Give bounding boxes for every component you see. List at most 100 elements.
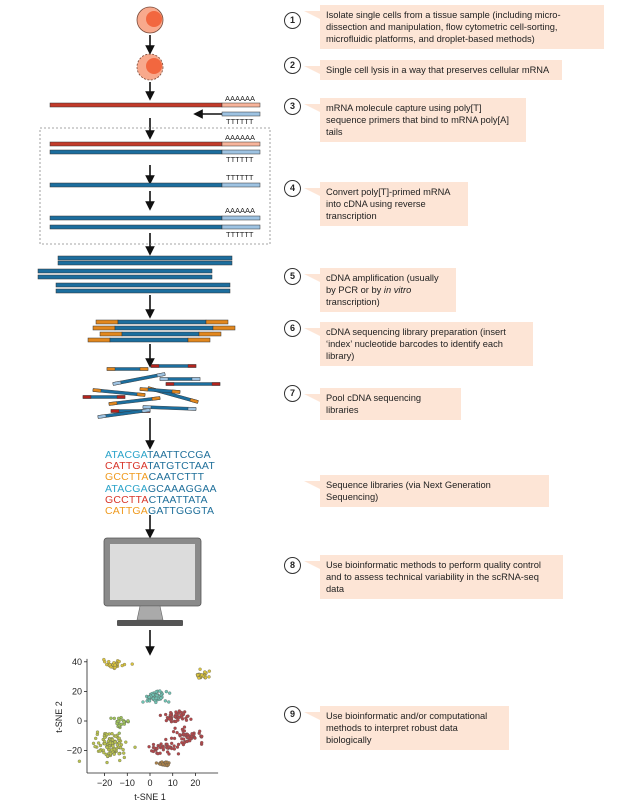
- data-point: [147, 695, 151, 699]
- data-point: [117, 736, 121, 740]
- barcode: [156, 372, 166, 378]
- barcode: [136, 392, 146, 397]
- data-point: [159, 696, 163, 700]
- text: cDNA amplification (usually by PCR or by: [326, 273, 439, 295]
- data-point: [154, 690, 158, 694]
- step-description: cDNA sequencing library preparation (ins…: [304, 322, 533, 366]
- data-point: [113, 740, 117, 744]
- amplified-cdna: [37, 274, 213, 280]
- data-point: [103, 735, 107, 740]
- strand: [49, 149, 223, 155]
- data-point: [120, 663, 124, 668]
- sequence-read: CATTGATATGTCTAAT: [105, 461, 217, 472]
- data-point: [188, 739, 192, 743]
- reverse-transcription-box: [39, 127, 271, 245]
- data-point: [108, 741, 112, 745]
- data-point: [171, 730, 176, 734]
- y-tick-label: 0: [77, 716, 82, 726]
- read-sequence: GCAAAGGAA: [147, 482, 217, 495]
- data-point: [200, 734, 204, 738]
- data-point: [155, 693, 159, 698]
- pooled-fragment: [165, 382, 221, 386]
- data-point: [103, 742, 107, 746]
- strand: [49, 182, 223, 188]
- barcode: [99, 331, 123, 337]
- strand: [49, 102, 223, 108]
- data-point: [184, 718, 189, 722]
- cdna: [121, 331, 200, 337]
- data-point: [164, 712, 168, 717]
- data-point: [155, 746, 159, 751]
- index-barcode: ATACGA: [105, 482, 148, 495]
- data-point: [112, 747, 117, 752]
- x-axis-label: t-SNE 1: [134, 792, 166, 802]
- data-point: [95, 730, 100, 734]
- data-point: [164, 689, 169, 694]
- step-number: 1: [284, 12, 301, 29]
- barcode: [151, 396, 161, 401]
- poly-t-label: TTTTTT: [226, 173, 254, 182]
- data-point: [93, 744, 97, 749]
- data-point: [112, 716, 116, 721]
- data-point: [174, 710, 178, 714]
- data-point: [118, 745, 123, 750]
- barcode: [165, 382, 175, 386]
- step-number: 8: [284, 557, 301, 574]
- data-point: [94, 736, 98, 741]
- pooled-fragment: [139, 387, 181, 394]
- step-number: 2: [284, 57, 301, 74]
- data-point: [108, 751, 113, 756]
- data-point: [175, 731, 179, 735]
- data-point: [111, 744, 115, 748]
- data-point: [170, 741, 174, 745]
- data-point: [91, 741, 96, 745]
- poly-t-primer: [221, 111, 261, 117]
- data-point: [172, 747, 177, 751]
- data-point: [207, 669, 211, 673]
- data-point: [96, 741, 101, 745]
- data-point: [158, 713, 163, 718]
- poly-a-label: AAAAAA: [225, 206, 255, 215]
- data-point: [147, 699, 152, 703]
- barcode: [92, 325, 116, 331]
- data-point: [163, 760, 168, 765]
- step-description: Pool cDNA sequencing libraries: [304, 388, 461, 420]
- data-point: [114, 734, 118, 739]
- data-point: [117, 752, 121, 756]
- data-point: [133, 745, 137, 749]
- x-tick-label: 10: [168, 778, 178, 788]
- data-point: [182, 725, 187, 729]
- step-description: Use bioinformatic and/or computational m…: [304, 706, 509, 750]
- data-point: [185, 714, 189, 719]
- step-description: Single cell lysis in a way that preserve…: [304, 60, 562, 80]
- data-point: [200, 673, 204, 677]
- sequence-read: ATACGAGCAAAGGAA: [105, 482, 217, 495]
- step-description: mRNA molecule capture using poly[T] sequ…: [304, 98, 526, 142]
- data-point: [126, 719, 130, 723]
- data-point: [102, 751, 106, 755]
- sequence-read: CATTGAGATTGGGTA: [105, 505, 217, 517]
- barcode: [150, 364, 160, 368]
- data-point: [180, 727, 185, 732]
- data-point: [156, 752, 160, 756]
- data-point: [163, 699, 168, 703]
- data-point: [158, 744, 162, 748]
- amplified-cdna: [57, 255, 233, 261]
- poly-tail: [221, 141, 261, 147]
- data-point: [105, 732, 109, 737]
- data-point: [164, 718, 168, 723]
- data-point: [115, 721, 119, 726]
- barcode: [187, 337, 211, 343]
- data-point: [108, 662, 112, 667]
- data-point: [77, 759, 82, 763]
- poly-a-label: AAAAAA: [225, 133, 255, 142]
- data-point: [167, 717, 171, 721]
- step-number: 4: [284, 180, 301, 197]
- step-description: cDNA amplification (usually by PCR or by…: [304, 268, 456, 312]
- read-sequence: CAATCTTT: [148, 471, 205, 484]
- data-point: [207, 675, 211, 679]
- poly-t-label: TTTTTT: [226, 117, 254, 126]
- data-point: [165, 750, 170, 754]
- lysed-cell-icon: [136, 53, 164, 81]
